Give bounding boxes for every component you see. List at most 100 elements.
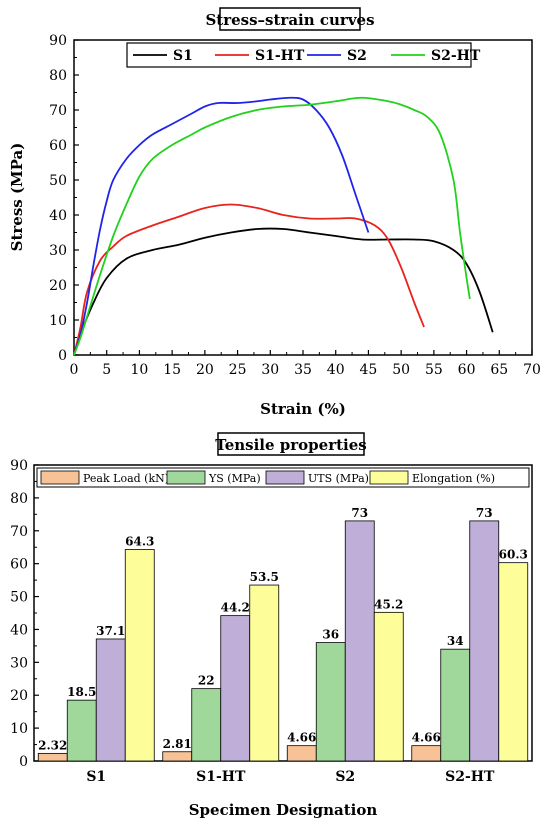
chart1-y-tick-label: 30 <box>49 243 67 259</box>
chart2-category-label: S2 <box>335 769 355 785</box>
chart1-ticks: 0 5 10 15 20 25 30 35 40 45 50 55 60 65 70 0 10 20 30 40 50 6… <box>49 33 541 378</box>
chart1-plot-frame <box>73 39 533 356</box>
chart1-x-tick-label: 30 <box>261 362 279 378</box>
chart1-y-tick-label: 90 <box>49 33 67 49</box>
bar-value-label: 4.66 <box>412 731 441 745</box>
bar <box>286 745 317 762</box>
chart2-y-tick-label: 70 <box>10 524 28 540</box>
chart1-x-tick-label: 0 <box>70 362 79 378</box>
chart1-y-tick-label: 80 <box>49 68 67 84</box>
bar-value-label: 2.81 <box>163 737 192 751</box>
chart2-legend-swatch <box>265 470 305 485</box>
bar-value-label: 18.5 <box>67 685 96 699</box>
chart2-y-tick-label: 10 <box>10 721 28 737</box>
chart1-y-tick-label: 40 <box>49 208 67 224</box>
chart2-y-tick-label: 60 <box>10 557 28 573</box>
series-line-s2 <box>73 96 370 356</box>
bar <box>191 688 222 762</box>
bar <box>440 648 471 762</box>
tensile-properties-chart: Tensile properties 0 10 20 30 40 50 60 70 80 90 S1… <box>10 432 533 819</box>
chart1-x-tick-label: 20 <box>196 362 214 378</box>
chart1-x-tick-label: 70 <box>523 362 541 378</box>
bar-value-label: 53.5 <box>250 570 279 584</box>
chart1-y-tick-label: 70 <box>49 103 67 119</box>
chart2-legend: Peak Load (kN) YS (MPa) UTS (MPa) Elongatio… <box>36 467 530 488</box>
chart2-y-tick-label: 30 <box>10 655 28 671</box>
bar <box>373 611 404 762</box>
chart1-x-tick-label: 10 <box>131 362 149 378</box>
bar <box>95 638 126 762</box>
bar <box>315 642 346 762</box>
chart2-legend-swatch <box>166 470 206 485</box>
chart1-x-tick-label: 15 <box>163 362 181 378</box>
bar <box>411 745 442 762</box>
chart1-x-tick-label: 60 <box>458 362 476 378</box>
chart2-legend-label: Elongation (%) <box>412 472 495 485</box>
bar <box>220 615 251 762</box>
chart2-ticks: 0 10 20 30 40 50 60 70 80 90 S1 S1-HT S2 S2-HT <box>10 458 495 785</box>
chart2-legend-label: YS (MPa) <box>208 472 261 485</box>
chart2-y-tick-label: 0 <box>19 754 28 770</box>
chart1-y-axis-label: Stress (MPa) <box>8 143 26 252</box>
chart2-y-tick-label: 20 <box>10 688 28 704</box>
legend-label-s1-ht: S1-HT <box>255 48 305 64</box>
chart2-x-axis-label: Specimen Designation <box>189 801 378 819</box>
bar-value-label: 73 <box>351 506 368 520</box>
chart2-bars: 2.32 18.5 37.1 64.3 2.81 22 44.2 53.5 4.66 36 73 45… <box>37 506 529 762</box>
chart1-y-tick-label: 60 <box>49 138 67 154</box>
series-line-s1 <box>73 227 494 356</box>
chart1-x-tick-label: 35 <box>294 362 312 378</box>
chart2-y-tick-label: 90 <box>10 458 28 474</box>
chart2-legend-swatch <box>40 470 80 485</box>
bar <box>249 584 280 762</box>
legend-label-s2: S2 <box>347 48 367 64</box>
chart1-y-tick-label: 50 <box>49 173 67 189</box>
bar-value-label: 36 <box>322 628 339 642</box>
chart1-title: Stress–strain curves <box>205 11 374 29</box>
chart1-y-tick-label: 20 <box>49 278 67 294</box>
chart1-x-tick-label: 55 <box>425 362 443 378</box>
chart2-legend-swatch <box>369 470 409 485</box>
bar <box>66 699 97 762</box>
chart2-category-label: S1 <box>86 769 106 785</box>
bar-value-label: 4.66 <box>287 731 316 745</box>
chart2-title: Tensile properties <box>215 436 366 454</box>
chart1-series-lines <box>73 96 494 356</box>
chart1-x-tick-label: 45 <box>360 362 378 378</box>
chart1-legend: S1 S1-HT S2 S2-HT <box>126 42 481 68</box>
chart2-y-tick-label: 80 <box>10 491 28 507</box>
chart1-y-tick-label: 0 <box>58 348 67 364</box>
chart1-title-box <box>219 7 361 31</box>
bar-value-label: 37.1 <box>96 624 125 638</box>
chart1-x-tick-label: 5 <box>102 362 111 378</box>
bar <box>162 751 193 762</box>
chart2-legend-label: Peak Load (kN) <box>83 472 169 485</box>
bar-value-label: 2.32 <box>38 738 67 752</box>
legend-label-s2-ht: S2-HT <box>431 48 481 64</box>
bar <box>469 520 500 762</box>
chart2-category-label: S1-HT <box>196 769 246 785</box>
bar-value-label: 45.2 <box>374 597 403 611</box>
stress-strain-chart: Stress–strain curves 0 5 10 15 20 25 30 35 40 45 5… <box>8 7 541 418</box>
series-line-s2-ht <box>73 96 471 356</box>
bar-value-label: 60.3 <box>499 548 528 562</box>
chart1-x-tick-label: 50 <box>392 362 410 378</box>
bar <box>498 562 529 762</box>
chart1-y-tick-label: 10 <box>49 313 67 329</box>
chart1-x-tick-label: 25 <box>229 362 247 378</box>
bar <box>124 549 155 762</box>
chart2-title-box <box>217 432 365 456</box>
chart1-x-axis-label: Strain (%) <box>260 400 346 418</box>
chart2-legend-label: UTS (MPa) <box>308 472 369 485</box>
chart2-category-label: S2-HT <box>445 769 495 785</box>
bar-value-label: 34 <box>447 634 464 648</box>
bar <box>344 520 375 762</box>
legend-label-s1: S1 <box>173 48 193 64</box>
bar-value-label: 73 <box>476 506 493 520</box>
chart1-x-tick-label: 40 <box>327 362 345 378</box>
series-line-s1-ht <box>73 203 425 356</box>
chart2-y-tick-label: 40 <box>10 622 28 638</box>
bar <box>37 752 68 762</box>
bar-value-label: 64.3 <box>125 535 154 549</box>
